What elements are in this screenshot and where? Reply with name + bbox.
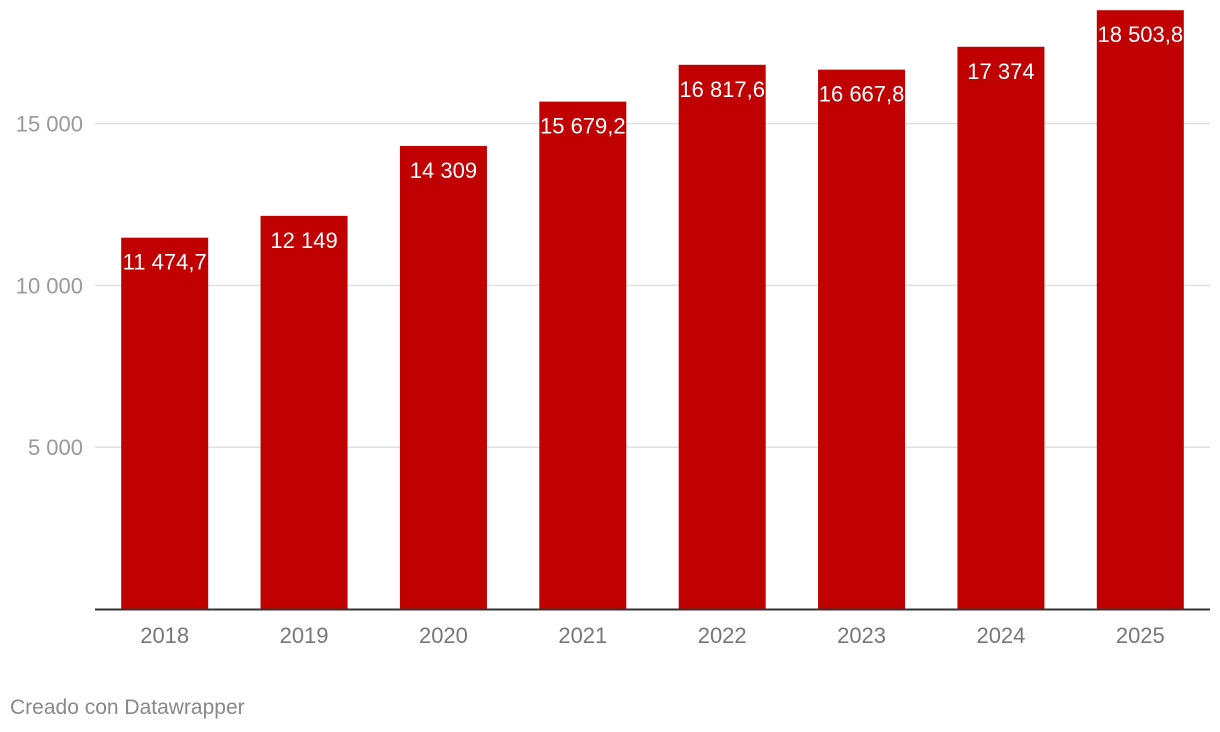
x-tick-label-2019: 2019 [280, 623, 329, 648]
data-label-2020: 14 309 [410, 158, 477, 183]
data-label-2021: 15 679,2 [540, 114, 626, 139]
x-tick-label-2022: 2022 [698, 623, 747, 648]
x-tick-label-2025: 2025 [1116, 623, 1165, 648]
bar-2021 [539, 101, 627, 609]
data-label-2023: 16 667,8 [819, 82, 905, 107]
bar-2025 [1096, 10, 1184, 609]
bar-2019 [260, 215, 348, 610]
x-tick-label-2024: 2024 [976, 623, 1025, 648]
y-tick-label-15000: 15 000 [16, 112, 83, 137]
data-label-2019: 12 149 [270, 228, 337, 253]
x-tick-label-2018: 2018 [140, 623, 189, 648]
credit-text: Creado con Datawrapper [10, 696, 245, 719]
y-tick-label-5000: 5 000 [28, 435, 83, 460]
bar-2022 [678, 64, 766, 609]
bar-2023 [818, 69, 906, 609]
data-label-2024: 17 374 [967, 59, 1034, 84]
bar-2020 [399, 145, 487, 609]
data-label-2025: 18 503,8 [1097, 22, 1183, 47]
x-tick-label-2023: 2023 [837, 623, 886, 648]
bar-2024 [957, 46, 1045, 610]
bar-2018 [121, 237, 209, 609]
y-tick-label-10000: 10 000 [16, 273, 83, 298]
x-tick-label-2020: 2020 [419, 623, 468, 648]
data-label-2022: 16 817,6 [679, 77, 765, 102]
data-label-2018: 11 474,7 [123, 250, 207, 275]
x-tick-label-2021: 2021 [558, 623, 607, 648]
